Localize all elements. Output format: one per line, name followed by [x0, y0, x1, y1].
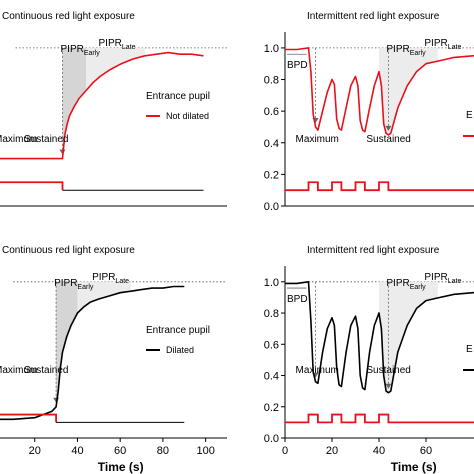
x-tick-label: 80 [157, 445, 169, 457]
x-axis-label: Time (s) [98, 460, 144, 474]
chart-panel-4: 0.0 0.2 0.4 0.6 0.8 1.0 0 20 40 60 Time (s) Intermi… [264, 245, 474, 474]
pipr-late-subscript: Late [115, 278, 129, 285]
legend-entry: Dilated [166, 345, 194, 355]
sustained-label: Sustained [24, 134, 68, 145]
pupil-response-line [0, 51, 204, 160]
x-tick-label: 100 [196, 445, 214, 457]
stimulus-trace [285, 181, 474, 192]
pipr-early-subscript: Early [410, 50, 426, 57]
pipr-late-region [379, 47, 438, 135]
pipr-early-subscript: Early [77, 284, 93, 291]
maximum-label: Maximum [0, 134, 37, 145]
maximum-label: Maximum [296, 365, 339, 376]
chart-panel-1: Continuous red light exposurePIPREarlyPI… [0, 11, 227, 207]
maximum-label: Maximum [296, 134, 339, 145]
pipr-early-region [56, 281, 78, 407]
maximum-label: Maximum [0, 365, 37, 376]
x-tick-label: 40 [71, 445, 83, 457]
x-tick-label: 20 [29, 445, 41, 457]
pipr-early-subscript: Early [84, 50, 100, 57]
bpd-label: BPD [287, 60, 308, 71]
y-tick-label: 1.0 [264, 277, 279, 289]
legend-entry: Not dilated [166, 111, 209, 121]
pipr-late-region [86, 47, 145, 91]
pipr-late-subscript: Late [122, 44, 136, 51]
stimulus-trace [285, 413, 474, 424]
chart-panel-2: 0.0 0.2 0.4 0.6 0.8 1.0 Intermittent red light… [264, 11, 474, 213]
legend-title-partial: E [466, 344, 473, 355]
x-tick-label: 40 [373, 445, 385, 457]
legend-title-partial: E [466, 110, 473, 121]
x-tick-label: 20 [326, 445, 338, 457]
bpd-label: BPD [287, 294, 308, 305]
legend-title: Entrance pupil [146, 91, 210, 102]
x-tick-label: 60 [420, 445, 432, 457]
stimulus-on-trace [0, 413, 57, 423]
panel-title: Continuous red light exposure [2, 11, 135, 22]
y-tick-label: 0.0 [264, 433, 279, 445]
sustained-label: Sustained [366, 134, 410, 145]
y-tick-label: 0.0 [264, 201, 279, 213]
y-tick-label: 0.4 [264, 371, 279, 383]
y-tick-label: 0.2 [264, 169, 279, 181]
stimulus-on-trace [0, 181, 64, 191]
panel-title: Intermittent red light exposure [307, 11, 440, 22]
panel-title: Continuous red light exposure [2, 245, 135, 256]
legend-title: Entrance pupil [146, 325, 210, 336]
y-tick-label: 0.8 [264, 75, 279, 87]
pipr-early-region [62, 47, 86, 159]
x-tick-label: 0 [282, 445, 288, 457]
x-axis-label: Time (s) [391, 460, 437, 474]
pupil-response-line [0, 285, 185, 421]
sustained-label: Sustained [366, 365, 410, 376]
sustained-label: Sustained [24, 365, 68, 376]
pipr-late-subscript: Late [448, 278, 462, 285]
panel-title: Intermittent red light exposure [307, 245, 440, 256]
x-tick-label: 60 [114, 445, 126, 457]
y-tick-label: 0.6 [264, 339, 279, 351]
pipr-late-region [379, 281, 438, 393]
pupil-response-line [285, 47, 474, 136]
sustained-arrow-icon [385, 383, 392, 389]
chart-panel-3: 20 40 60 80 100 Time (s) Continuous red light … [0, 245, 227, 474]
pupil-response-line [285, 281, 474, 394]
y-tick-label: 0.6 [264, 106, 279, 118]
pipr-late-subscript: Late [448, 44, 462, 51]
pipr-early-subscript: Early [410, 284, 426, 291]
y-tick-label: 0.4 [264, 138, 279, 150]
sustained-arrow-icon [385, 125, 392, 131]
y-tick-label: 0.8 [264, 308, 279, 320]
y-tick-label: 0.2 [264, 402, 279, 414]
y-tick-label: 1.0 [264, 43, 279, 55]
